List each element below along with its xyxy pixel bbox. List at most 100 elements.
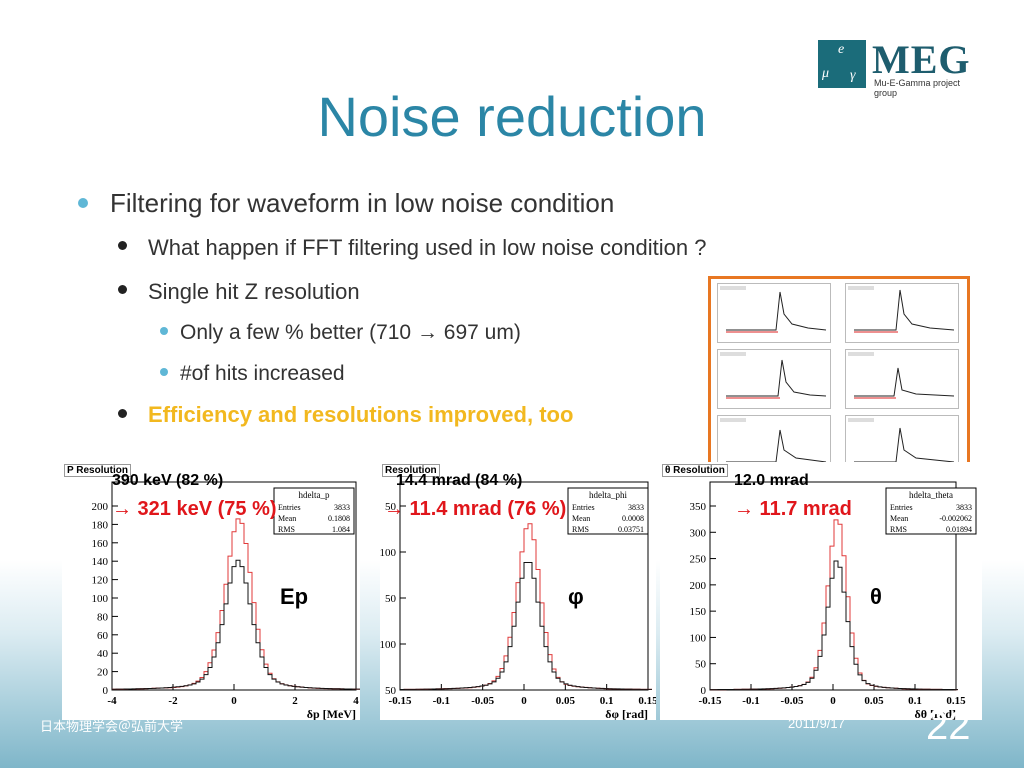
y-tick-label: 200 [92, 501, 109, 513]
histogram-svg: 0 50 100 150 200 250 300 350 -0.15 -0.1 -0.05 0 0.05… [690, 481, 977, 720]
stats-value: 0.1808 [328, 514, 350, 523]
logo-symbol-e: e [838, 42, 845, 57]
histogram-theta-resolution: 0 50 100 150 200 250 300 350 -0.15 -0.1 -0.05 0 0.05… [660, 462, 982, 720]
y-tick-label: 0 [701, 685, 707, 697]
theta-symbol: θ [870, 584, 882, 609]
histogram-phi-resolution: 50 100 50 100 50 -0.15 -0.1 -0.05 0 0.05 0.1 0.15 δφ… [380, 462, 656, 720]
waveform-thumb [845, 283, 959, 343]
page-number: 22 [926, 704, 971, 748]
y-tick-label: 60 [97, 630, 109, 642]
x-tick-label: 0 [830, 695, 836, 707]
stats-box [885, 487, 977, 535]
y-tick-label: 140 [92, 556, 109, 568]
y-tick-label: 20 [97, 667, 109, 679]
meg-logo-mark: μ e γ [818, 40, 866, 88]
x-tick-label: -0.15 [699, 695, 722, 707]
stats-name: hdelta_p [299, 490, 330, 500]
x-axis-label: δφ [rad] [605, 707, 648, 720]
waveform-thumb [717, 415, 831, 469]
histogram-filtered [112, 518, 360, 690]
y-tick-label: 80 [97, 611, 109, 623]
x-tick-label: -0.05 [471, 695, 494, 707]
x-tick-label: -2 [168, 695, 178, 707]
theta-before-value: 12.0 mrad [734, 472, 809, 489]
x-axis-label: δp [MeV] [307, 707, 356, 720]
bullet-dot-2c [118, 409, 127, 418]
phi-before-value: 14.4 mrad (84 %) [396, 472, 523, 489]
y-tick-label: 100 [92, 593, 109, 605]
p-after-value: → 321 keV (75 %) [112, 498, 277, 520]
stats-value: 0.03751 [618, 525, 644, 534]
y-tick-label: 0 [103, 685, 109, 697]
histogram-tag: Resolution [382, 464, 440, 477]
bullet-dot-1 [78, 198, 88, 208]
x-tick-label: -0.1 [742, 695, 759, 707]
stats-label: Mean [890, 514, 908, 523]
stats-name: hdelta_theta [909, 490, 953, 500]
stats-value: 0.01894 [946, 525, 972, 534]
x-tick-label: 2 [292, 695, 298, 707]
p-symbol: Ep [280, 584, 309, 609]
x-tick-label: 4 [353, 695, 359, 707]
x-tick-label: -0.15 [389, 695, 412, 707]
stats-label: Entries [278, 503, 301, 512]
x-tick-label: 0.05 [864, 695, 884, 707]
y-tick-label: 350 [690, 501, 707, 513]
footer-date: 2011/9/17 [788, 716, 845, 731]
x-tick-label: 0 [231, 695, 237, 707]
histogram-filtered [400, 523, 652, 690]
y-tick-label: 100 [380, 639, 397, 651]
histogram-tag: P Resolution [64, 464, 131, 477]
y-tick-label: 160 [92, 538, 109, 550]
stats-name: hdelta_phi [589, 490, 627, 500]
stats-box [273, 487, 355, 535]
stats-value: 3833 [956, 503, 972, 512]
y-tick-label: 50 [385, 685, 397, 697]
stats-box [567, 487, 649, 535]
waveform-panel [708, 276, 970, 472]
bullet-dot-3a [160, 327, 168, 335]
x-tick-label: 0.05 [556, 695, 576, 707]
bullet-few-percent: Only a few % better (710 → 697 um) [180, 321, 521, 344]
x-tick-label: -4 [107, 695, 117, 707]
waveform-thumb [717, 349, 831, 409]
x-tick-label: 0 [521, 695, 527, 707]
stats-value: -0.002062 [939, 514, 972, 523]
histogram-p-resolution: 0 20 40 60 80 100 120 140 160 180 200 -4 -2 0 2 4 δp [Me… [62, 462, 360, 720]
logo-symbol-mu: μ [822, 66, 830, 81]
y-tick-label: 100 [690, 632, 707, 644]
stats-label: RMS [890, 525, 907, 534]
stats-label: Entries [890, 503, 913, 512]
histogram-unfiltered [400, 561, 652, 690]
x-tick-label: 0.1 [908, 695, 922, 707]
footer-venue: 日本物理学会＠弘前大学 [40, 719, 184, 734]
bullet-filtering: Filtering for waveform in low noise cond… [110, 188, 615, 218]
stats-label: RMS [572, 525, 589, 534]
histogram-tag: θ Resolution [662, 464, 728, 477]
y-tick-label: 250 [690, 554, 707, 566]
y-tick-label: 150 [690, 606, 707, 618]
histogram-filtered [710, 519, 958, 691]
x-tick-label: 0.1 [600, 695, 614, 707]
bullet-efficiency: Efficiency and resolutions improved, too [148, 402, 574, 427]
y-tick-label: 200 [690, 580, 707, 592]
stats-value: 0.0008 [622, 514, 644, 523]
waveform-thumb [845, 349, 959, 409]
bullet-single-hit: Single hit Z resolution [148, 279, 360, 304]
bullet-dot-3b [160, 368, 168, 376]
logo-symbol-gamma: γ [850, 68, 856, 83]
bullet-fft: What happen if FFT filtering used in low… [148, 235, 707, 260]
y-tick-label: 300 [690, 527, 707, 539]
waveform-thumb [717, 283, 831, 343]
bullet-dot-2a [118, 241, 127, 250]
logo-name: MEG [872, 37, 971, 82]
logo-subtitle: Mu-E-Gamma project group [874, 78, 961, 98]
x-tick-label: 0.15 [946, 695, 966, 707]
stats-label: RMS [278, 525, 295, 534]
stats-label: Mean [278, 514, 296, 523]
y-tick-label: 120 [92, 575, 109, 587]
p-before-value: 390 keV (82 %) [112, 472, 224, 489]
y-tick-label: 50 [385, 501, 397, 513]
theta-after-value: → 11.7 mrad [734, 498, 852, 520]
